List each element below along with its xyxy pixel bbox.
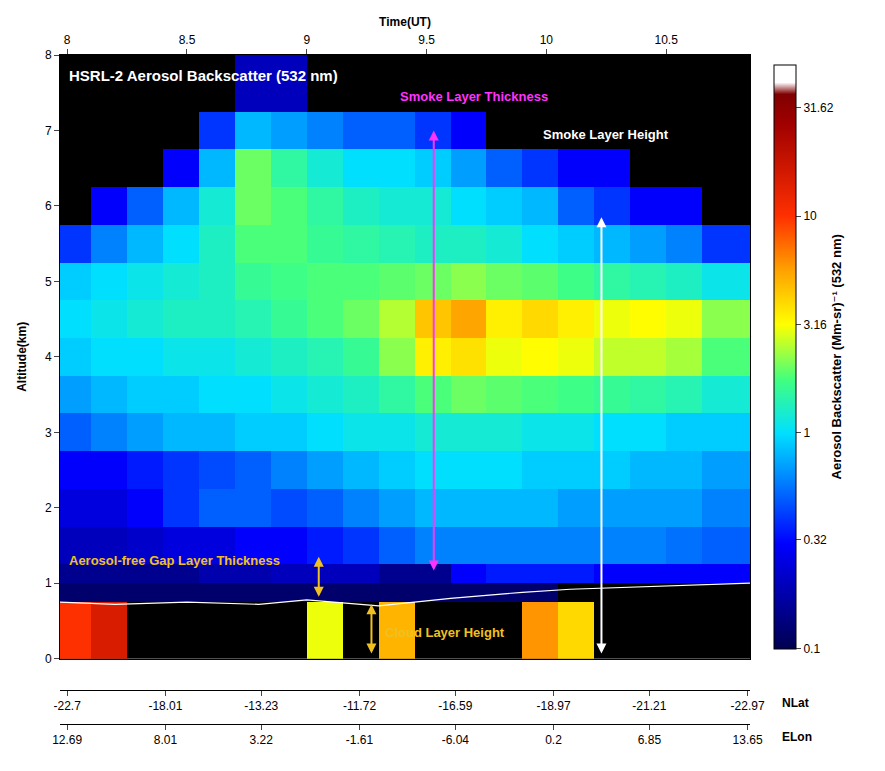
svg-text:Cloud Layer Height: Cloud Layer Height [385,625,505,640]
svg-text:0.32: 0.32 [803,533,827,547]
svg-text:10: 10 [803,209,817,223]
svg-text:Time(UT): Time(UT) [379,15,431,29]
svg-text:8.5: 8.5 [179,33,196,47]
svg-text:Aerosol-free Gap Layer Thickne: Aerosol-free Gap Layer Thickness [69,553,280,568]
svg-text:9: 9 [303,33,310,47]
svg-text:0.2: 0.2 [545,733,562,747]
svg-text:-16.59: -16.59 [438,699,472,713]
svg-text:8.01: 8.01 [154,733,178,747]
svg-text:Smoke Layer Height: Smoke Layer Height [543,127,669,142]
svg-text:0.1: 0.1 [803,642,820,656]
svg-text:31.62: 31.62 [803,101,833,115]
svg-text:6.85: 6.85 [638,733,662,747]
svg-text:6: 6 [45,199,52,213]
svg-text:12.69: 12.69 [52,733,82,747]
svg-text:3.22: 3.22 [250,733,274,747]
svg-text:-6.04: -6.04 [442,733,470,747]
svg-text:3: 3 [45,426,52,440]
svg-text:7: 7 [45,124,52,138]
svg-text:-21.21: -21.21 [632,699,666,713]
svg-text:Altitude(km): Altitude(km) [15,322,29,392]
svg-text:-18.01: -18.01 [148,699,182,713]
svg-text:HSRL-2 Aerosol Backscatter (53: HSRL-2 Aerosol Backscatter (532 nm) [69,67,338,84]
svg-text:2: 2 [45,501,52,515]
svg-text:5: 5 [45,275,52,289]
svg-text:-11.72: -11.72 [343,699,376,713]
svg-text:-13.23: -13.23 [244,699,278,713]
svg-text:10.5: 10.5 [654,33,678,47]
svg-text:0: 0 [45,652,52,666]
svg-text:3.16: 3.16 [803,318,827,332]
svg-text:-18.97: -18.97 [537,699,571,713]
svg-text:NLat: NLat [782,696,809,710]
svg-text:8: 8 [45,48,52,62]
svg-text:1: 1 [45,576,52,590]
svg-text:1: 1 [803,426,810,440]
svg-text:9.5: 9.5 [418,33,435,47]
svg-text:Aerosol Backscatter (Mm-sr)⁻¹: Aerosol Backscatter (Mm-sr)⁻¹ (532 nm) [829,234,844,479]
svg-text:-1.61: -1.61 [346,733,374,747]
svg-text:10: 10 [540,33,554,47]
svg-text:ELon: ELon [782,730,812,744]
svg-text:8: 8 [64,33,71,47]
svg-text:-22.97: -22.97 [731,699,765,713]
svg-text:4: 4 [45,350,52,364]
svg-text:-22.7: -22.7 [54,699,82,713]
svg-text:13.65: 13.65 [733,733,763,747]
svg-text:Smoke Layer Thickness: Smoke Layer Thickness [400,89,548,104]
